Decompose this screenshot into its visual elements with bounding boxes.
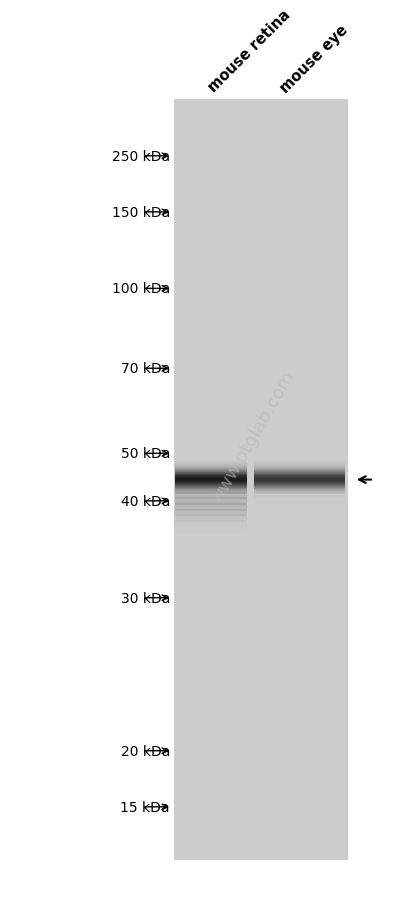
Bar	[175, 485, 247, 487]
Text: 250 kDa: 250 kDa	[112, 150, 170, 163]
Bar	[175, 505, 247, 507]
Bar	[175, 527, 247, 529]
Text: mouse eye: mouse eye	[277, 22, 351, 96]
Bar	[174, 100, 348, 860]
Bar	[175, 509, 247, 511]
Bar	[175, 481, 247, 483]
Bar	[175, 500, 247, 502]
Bar	[175, 513, 247, 515]
Bar	[175, 521, 247, 523]
Bar	[175, 478, 247, 480]
Bar	[175, 520, 247, 522]
Bar	[175, 483, 247, 484]
Bar	[175, 474, 247, 475]
Bar	[175, 479, 247, 481]
Text: 40 kDa: 40 kDa	[121, 494, 170, 509]
Bar	[175, 517, 247, 519]
Bar	[175, 503, 247, 505]
Bar	[175, 477, 247, 479]
Text: 150 kDa: 150 kDa	[112, 206, 170, 219]
Bar	[175, 531, 247, 533]
Bar	[175, 530, 247, 532]
Bar	[175, 498, 247, 499]
Bar	[175, 491, 247, 492]
Bar	[175, 520, 247, 521]
Bar	[175, 502, 247, 504]
Bar	[175, 523, 247, 525]
Text: mouse retina: mouse retina	[205, 8, 293, 96]
Bar	[175, 486, 247, 488]
Bar	[175, 474, 247, 476]
Bar	[175, 496, 247, 498]
Text: 100 kDa: 100 kDa	[112, 282, 170, 296]
Bar	[175, 495, 247, 497]
Text: www.ptglab.com: www.ptglab.com	[208, 368, 298, 507]
Bar	[175, 510, 247, 511]
Text: 70 kDa: 70 kDa	[121, 362, 170, 376]
Bar	[175, 512, 247, 514]
Bar	[175, 526, 247, 527]
Bar	[175, 489, 247, 491]
Bar	[175, 492, 247, 494]
Bar	[175, 475, 247, 477]
Bar	[175, 524, 247, 526]
Bar	[175, 516, 247, 518]
Bar	[175, 499, 247, 501]
Text: 30 kDa: 30 kDa	[121, 591, 170, 605]
Bar	[175, 511, 247, 512]
Bar	[175, 494, 247, 495]
Text: 20 kDa: 20 kDa	[121, 744, 170, 758]
Bar	[175, 488, 247, 490]
Bar	[175, 506, 247, 508]
Bar	[175, 507, 247, 509]
Bar	[175, 492, 247, 493]
Bar	[175, 518, 247, 520]
Bar	[175, 528, 247, 529]
Text: 50 kDa: 50 kDa	[121, 446, 170, 461]
Bar	[175, 533, 247, 534]
Bar	[175, 514, 247, 516]
Text: 15 kDa: 15 kDa	[120, 800, 170, 814]
Bar	[175, 529, 247, 530]
Bar	[175, 482, 247, 483]
Bar	[175, 484, 247, 486]
